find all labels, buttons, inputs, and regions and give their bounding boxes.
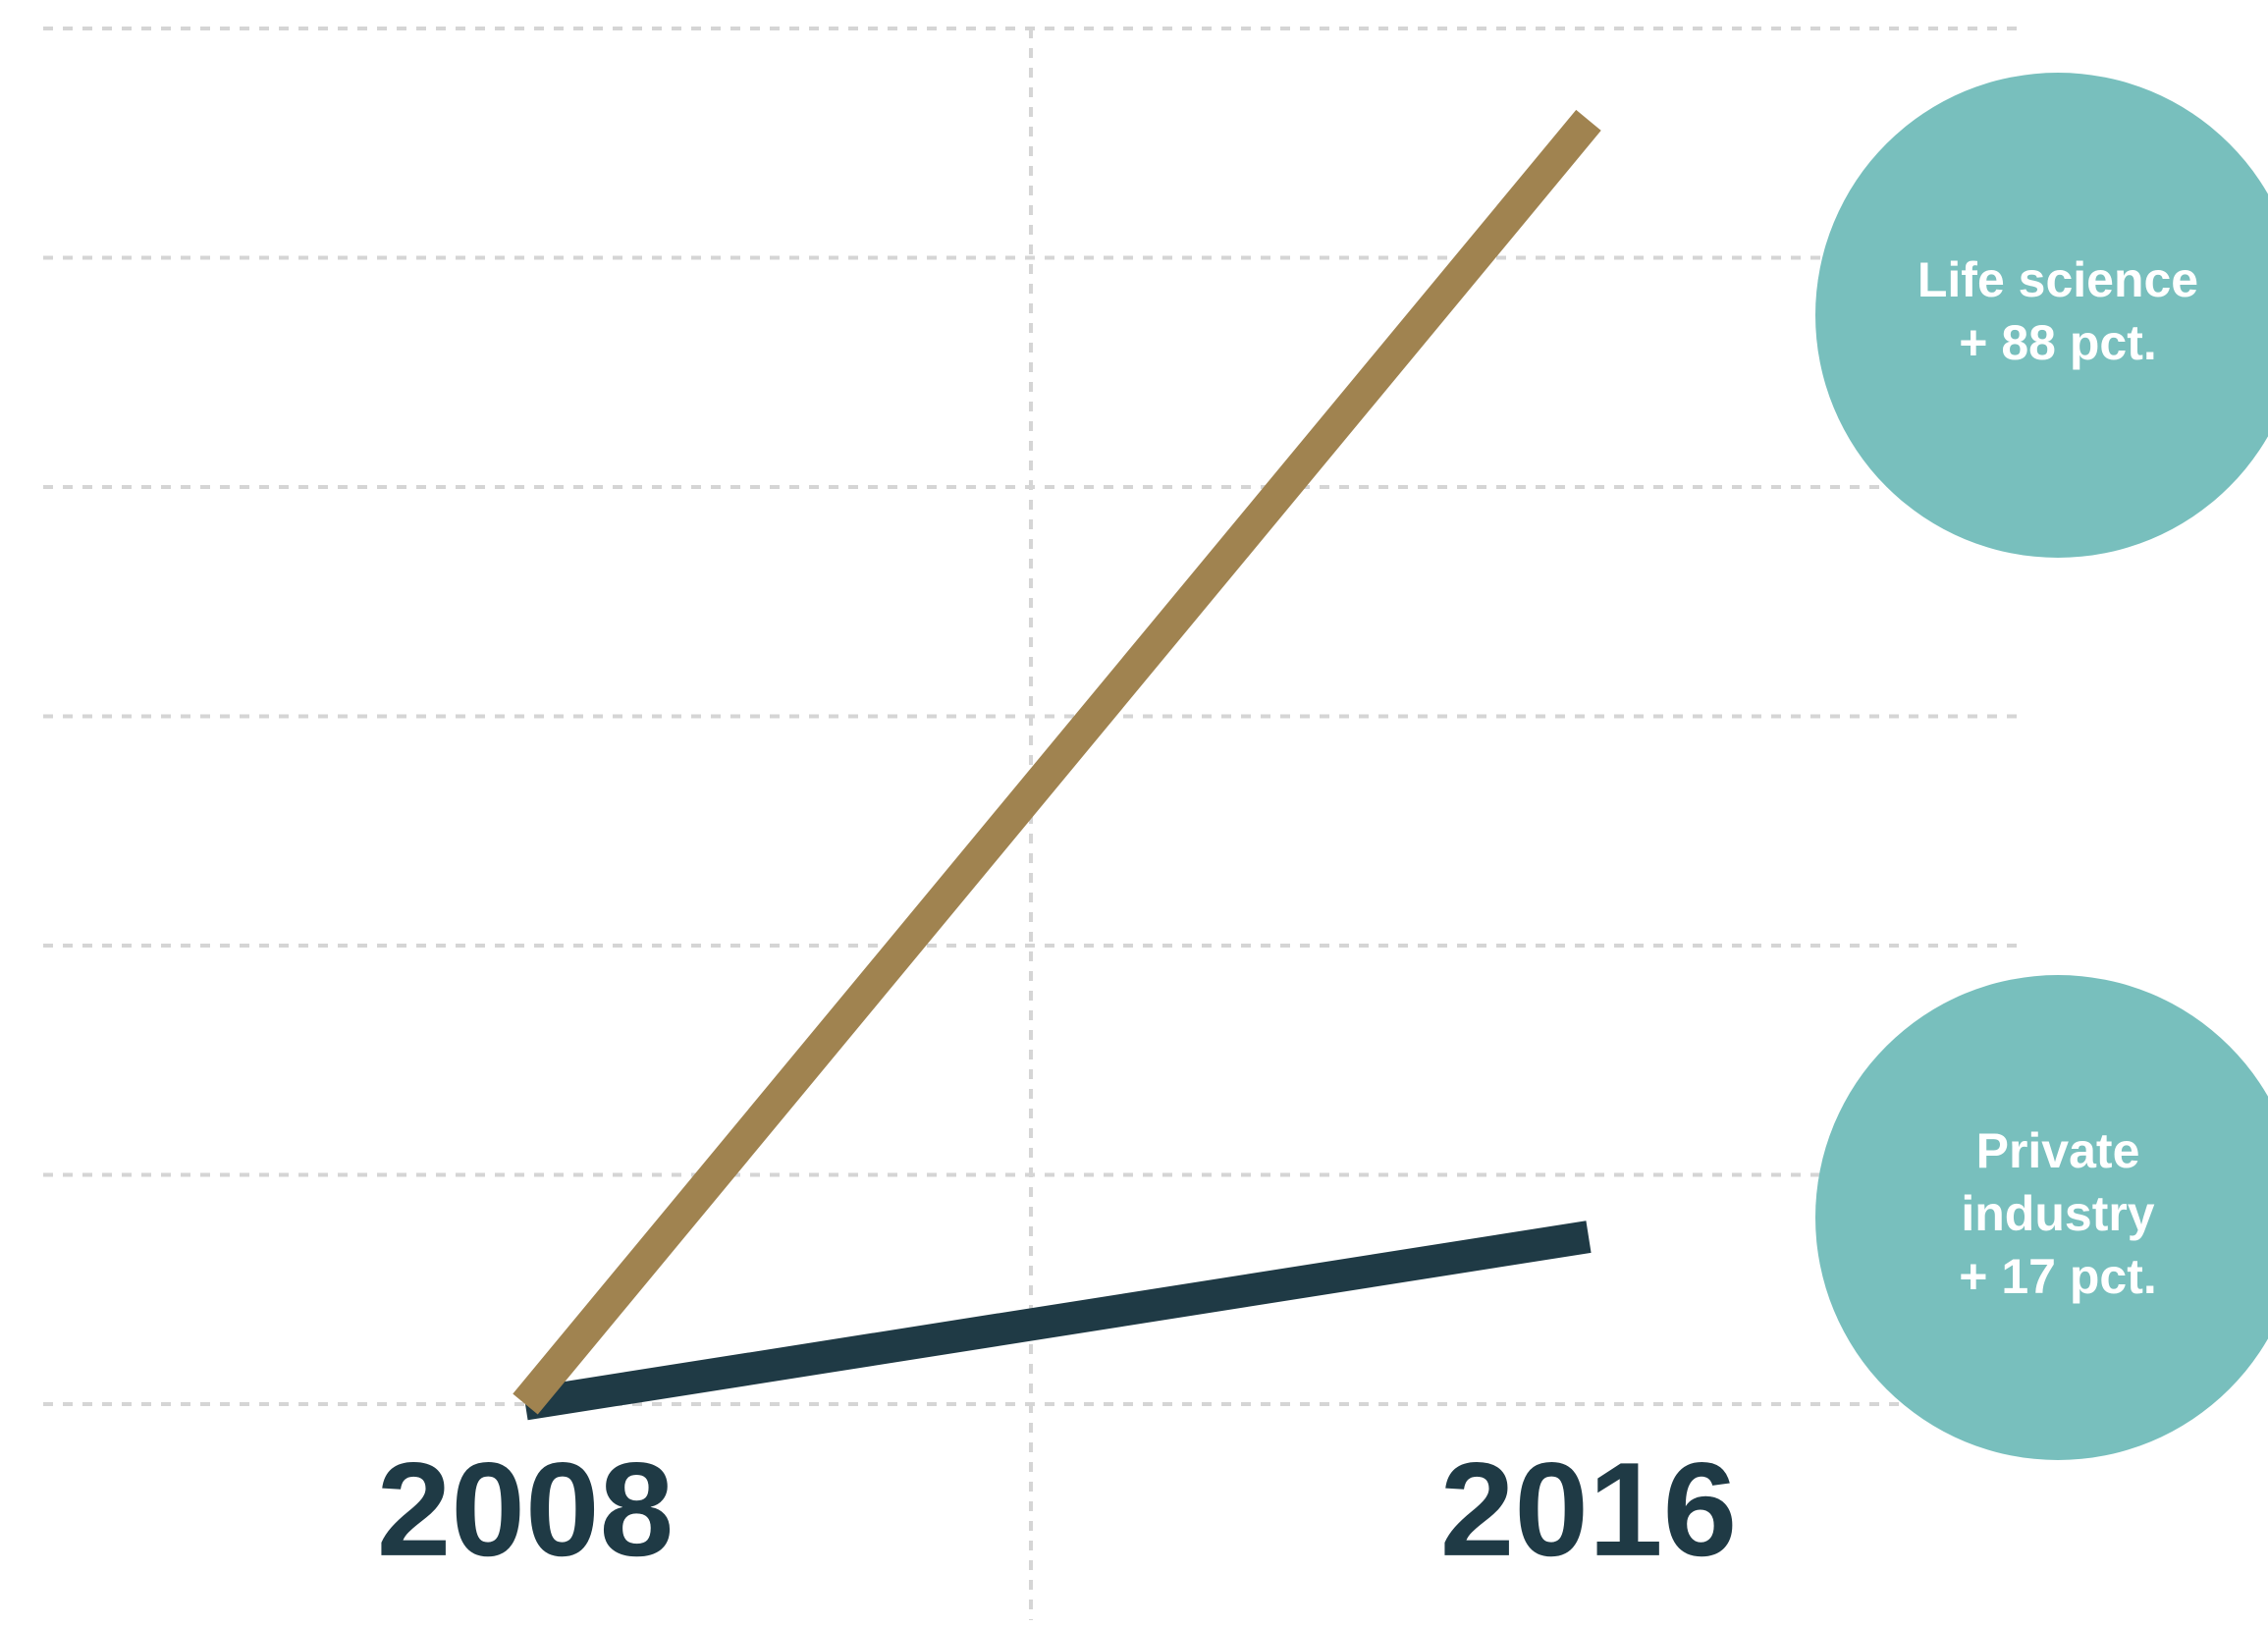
x-tick-label: 2016 <box>1440 1435 1738 1584</box>
annotation-text: + 17 pct. <box>1959 1249 2157 1304</box>
annotation-bubble <box>1815 73 2268 558</box>
x-tick-label: 2008 <box>377 1435 675 1584</box>
annotation-bubble <box>1815 975 2268 1460</box>
annotation-text: + 88 pct. <box>1959 315 2157 370</box>
series-line <box>522 1221 1592 1421</box>
series-line <box>513 109 1601 1415</box>
annotation-text: Life science <box>1917 252 2198 307</box>
annotation-text: Private <box>1976 1123 2140 1178</box>
annotation-text: industry <box>1961 1186 2154 1241</box>
